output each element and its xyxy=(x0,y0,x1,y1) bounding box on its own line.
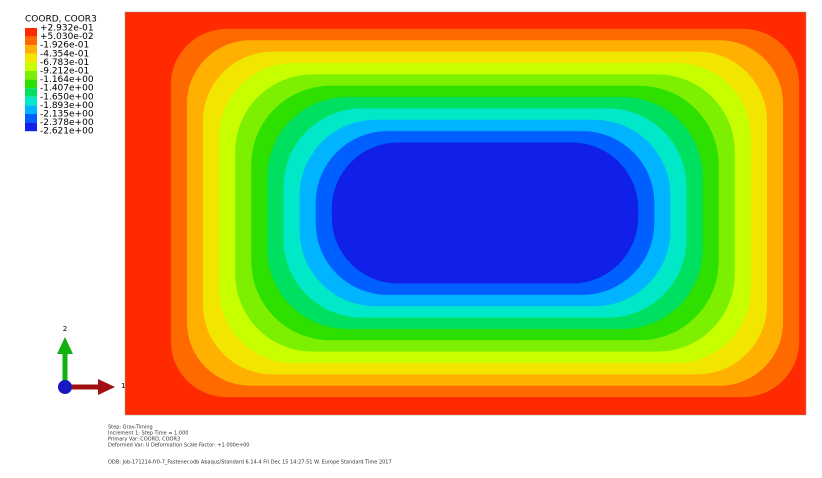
legend-swatch xyxy=(25,62,37,71)
contour-band xyxy=(331,142,639,284)
legend-label: -1.164e+00 xyxy=(40,75,94,85)
legend-label: -2.621e+00 xyxy=(40,127,94,137)
legend-swatch xyxy=(25,105,37,114)
footer-line: Primary Var: COORD, COOR3 xyxy=(108,437,180,443)
legend-label: -4.354e-01 xyxy=(40,49,89,59)
legend-label: -1.926e-01 xyxy=(40,41,89,51)
footer-line: Increment 1: Step Time = 1.000 xyxy=(108,431,188,437)
legend-swatch xyxy=(25,36,37,46)
axis-label: 1 xyxy=(121,382,125,390)
legend-title: COORD, COOR3 xyxy=(25,15,97,25)
footer-line: Step: Grav-Timing xyxy=(108,425,153,431)
legend-swatch xyxy=(25,114,37,123)
axis-triad: 2 1 xyxy=(57,325,125,395)
legend-label: -6.783e-01 xyxy=(40,58,89,68)
legend-swatch xyxy=(25,28,37,37)
legend-swatch xyxy=(25,122,37,132)
legend-label: -2.378e+00 xyxy=(40,118,94,128)
axis-3-dot xyxy=(58,380,72,394)
legend-label: +2.932e-01 xyxy=(40,24,94,34)
legend-label: -1.650e+00 xyxy=(40,92,94,102)
legend-swatch xyxy=(25,71,37,80)
legend-label: +5.030e-02 xyxy=(40,32,94,42)
legend-swatch xyxy=(25,96,37,106)
axis-label: 2 xyxy=(63,325,67,333)
footer-line: Deformed Var: U Deformation Scale Factor… xyxy=(108,443,250,449)
contour-plot xyxy=(124,11,807,416)
legend-swatch xyxy=(25,53,37,63)
axis-2-head xyxy=(57,337,73,354)
legend-swatch xyxy=(25,88,37,97)
legend-swatch xyxy=(25,79,37,89)
legend-label: -2.135e+00 xyxy=(40,110,94,120)
legend: +2.932e-01+5.030e-02-1.926e-01-4.354e-01… xyxy=(25,24,94,137)
legend-label: -1.407e+00 xyxy=(40,84,94,94)
odb-info: ODB: Job-171214-fr0-7_Fastener.odb Abaqu… xyxy=(108,460,392,466)
legend-label: -9.212e-01 xyxy=(40,67,89,77)
axis-1-head xyxy=(98,379,115,395)
plot-border xyxy=(124,11,807,416)
legend-swatch xyxy=(25,45,37,54)
legend-label: -1.893e+00 xyxy=(40,101,94,111)
